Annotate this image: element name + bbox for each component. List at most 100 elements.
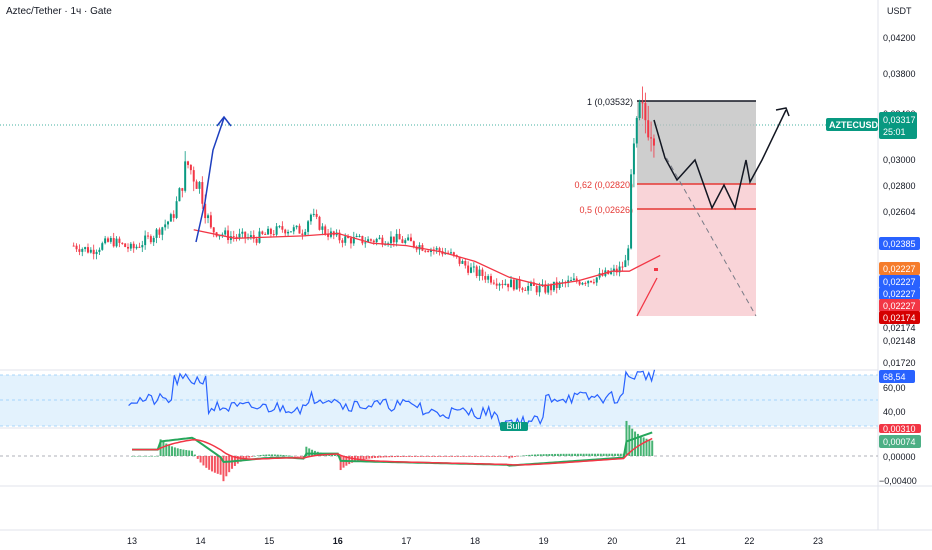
- candle-body: [224, 230, 227, 235]
- macd-histogram-bar: [605, 453, 608, 456]
- macd-histogram-bar: [416, 456, 419, 457]
- candle-body: [298, 225, 301, 234]
- bull-divergence-marker: [500, 422, 528, 431]
- candle-body: [84, 247, 87, 250]
- candle-body: [195, 181, 198, 189]
- macd-histogram-bar: [508, 456, 511, 459]
- macd-histogram-bar: [393, 456, 396, 458]
- candle-body: [347, 236, 350, 239]
- candle-body: [478, 269, 481, 277]
- macd-histogram-bar: [156, 456, 159, 457]
- macd-histogram-bar: [536, 454, 539, 456]
- svg-text:0,02174: 0,02174: [883, 313, 916, 323]
- candle-body: [515, 279, 518, 290]
- macd-histogram-bar: [365, 456, 368, 459]
- price-badge: 0,02227: [879, 275, 920, 288]
- macd-histogram-bar: [639, 435, 642, 456]
- candle-body: [155, 229, 158, 238]
- macd-histogram-bar: [451, 456, 454, 457]
- signal-line: [132, 437, 653, 466]
- candle-body: [378, 237, 381, 239]
- macd-histogram-bar: [591, 453, 594, 456]
- time-axis[interactable]: 13 14 15 16 17 18 19 20 21 22 23: [127, 536, 823, 546]
- candle-body: [187, 161, 190, 165]
- macd-histogram-bar: [439, 456, 442, 457]
- macd-histogram-bar: [525, 455, 528, 456]
- macd-histogram-bar: [171, 446, 174, 456]
- candle-body: [267, 228, 270, 235]
- price-tick: 0,02148: [883, 336, 916, 346]
- time-tick: 16: [333, 536, 343, 546]
- moving-average-line: [193, 229, 661, 287]
- macd-histogram-bar: [519, 455, 522, 457]
- candle-body: [369, 239, 372, 241]
- candle-body: [112, 238, 115, 247]
- candle-body: [124, 243, 127, 247]
- price-tick: 0,01720: [883, 358, 916, 368]
- candle-body: [435, 248, 438, 250]
- currency-label[interactable]: USDT: [887, 6, 912, 16]
- candle-body: [284, 229, 287, 234]
- candle-body: [498, 283, 501, 286]
- macd-histogram-bar: [162, 441, 165, 456]
- candle-body: [227, 230, 230, 241]
- candle-body: [104, 238, 107, 244]
- time-tick: 21: [676, 536, 686, 546]
- svg-text:68,54: 68,54: [883, 372, 906, 382]
- candle-body: [292, 227, 295, 232]
- candle-body: [632, 143, 635, 175]
- candle-body: [272, 234, 275, 236]
- fib-05-label: 0,5 (0,02626): [579, 205, 633, 215]
- macd-histogram: [131, 420, 654, 482]
- macd-histogram-bar: [173, 447, 176, 456]
- candle-body: [121, 242, 124, 244]
- candle-body: [115, 238, 118, 247]
- candle-body: [641, 102, 644, 104]
- macd-top-badge: 0,00310: [879, 424, 921, 434]
- macd-histogram-bar: [391, 456, 394, 458]
- ticker-title[interactable]: Aztec/Tether · 1ч · Gate: [6, 6, 112, 17]
- candle-body: [241, 231, 244, 234]
- macd-histogram-bar: [182, 449, 185, 456]
- candle-body: [192, 170, 195, 182]
- rsi-band: [0, 375, 878, 426]
- macd-histogram-bar: [488, 456, 491, 457]
- candle-body: [492, 282, 495, 284]
- macd-histogram-bar: [482, 456, 485, 457]
- macd-histogram-bar: [496, 456, 499, 457]
- arrow-head-icon: [216, 115, 232, 127]
- macd-histogram-bar: [645, 438, 648, 456]
- candle-body: [189, 164, 192, 171]
- macd-histogram-bar: [142, 456, 145, 457]
- candle-body: [375, 238, 378, 243]
- macd-histogram-bar: [368, 456, 371, 459]
- macd-histogram-bar: [225, 456, 228, 477]
- macd-histogram-bar: [179, 448, 182, 456]
- time-tick: 14: [196, 536, 206, 546]
- macd-histogram-bar: [636, 433, 639, 456]
- macd-histogram-bar: [565, 453, 568, 456]
- candle-body: [129, 243, 132, 249]
- candle-body: [81, 249, 84, 252]
- candle-body: [327, 234, 330, 237]
- price-tick: 0,02800: [883, 181, 916, 191]
- candle-body: [630, 174, 633, 249]
- macd-histogram-bar: [505, 456, 508, 457]
- macd-histogram-bar: [291, 455, 294, 457]
- macd-histogram-bar: [279, 454, 282, 456]
- time-tick: 19: [539, 536, 549, 546]
- candle-body: [152, 237, 155, 243]
- candle-body: [101, 243, 104, 250]
- candle-body: [264, 233, 267, 235]
- macd-histogram-bar: [396, 456, 399, 458]
- candle-body: [89, 249, 92, 253]
- macd-histogram-bar: [531, 454, 534, 456]
- macd-histogram-bar: [296, 456, 299, 457]
- macd-histogram-bar: [474, 456, 476, 457]
- candle-body: [512, 279, 515, 290]
- macd-histogram-bar: [453, 456, 456, 457]
- candle-body: [558, 282, 561, 289]
- candlestick-series: [72, 86, 655, 297]
- candle-body: [521, 288, 524, 290]
